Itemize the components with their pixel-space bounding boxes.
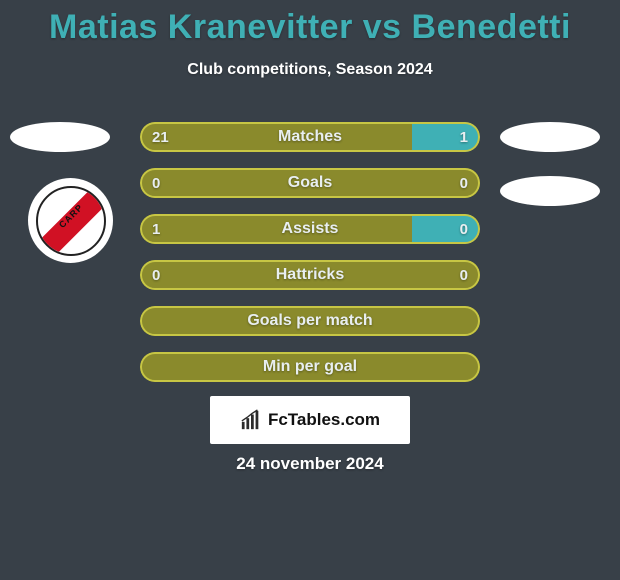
stat-value-right: 0 [460,168,468,198]
stat-value-left: 21 [152,122,169,152]
subtitle: Club competitions, Season 2024 [0,61,620,79]
page-title: Matias Kranevitter vs Benedetti [0,0,620,47]
date-text: 24 november 2024 [0,454,620,474]
stat-value-left: 0 [152,260,160,290]
stat-row: Goals0 0 [140,168,480,198]
stat-bar-label: Matches [140,122,480,152]
stat-bar-label: Goals per match [140,306,480,336]
club-left-badge: CARP [28,178,113,263]
stat-row: Matches21 1 [140,122,480,152]
stat-value-right: 0 [460,260,468,290]
club-right-avatar [500,176,600,206]
brand-chart-icon [240,409,262,431]
stat-row: Goals per match [140,306,480,336]
player-right-avatar [500,122,600,152]
stat-row: Min per goal [140,352,480,382]
player-left-avatar [10,122,110,152]
branding-text: FcTables.com [268,410,380,430]
stat-bar-label: Hattricks [140,260,480,290]
club-badge-icon: CARP [36,186,106,256]
stat-row: Assists1 0 [140,214,480,244]
branding-box: FcTables.com [210,396,410,444]
stat-bar-label: Goals [140,168,480,198]
stat-value-left: 1 [152,214,160,244]
stat-bar-label: Assists [140,214,480,244]
stat-value-right: 1 [460,122,468,152]
stat-value-right: 0 [460,214,468,244]
stat-bar-label: Min per goal [140,352,480,382]
stat-row: Hattricks0 0 [140,260,480,290]
stat-bars: Matches211Goals00Assists10Hattricks00Goa… [140,122,480,398]
stat-value-left: 0 [152,168,160,198]
comparison-card: Matias Kranevitter vs Benedetti Club com… [0,0,620,580]
